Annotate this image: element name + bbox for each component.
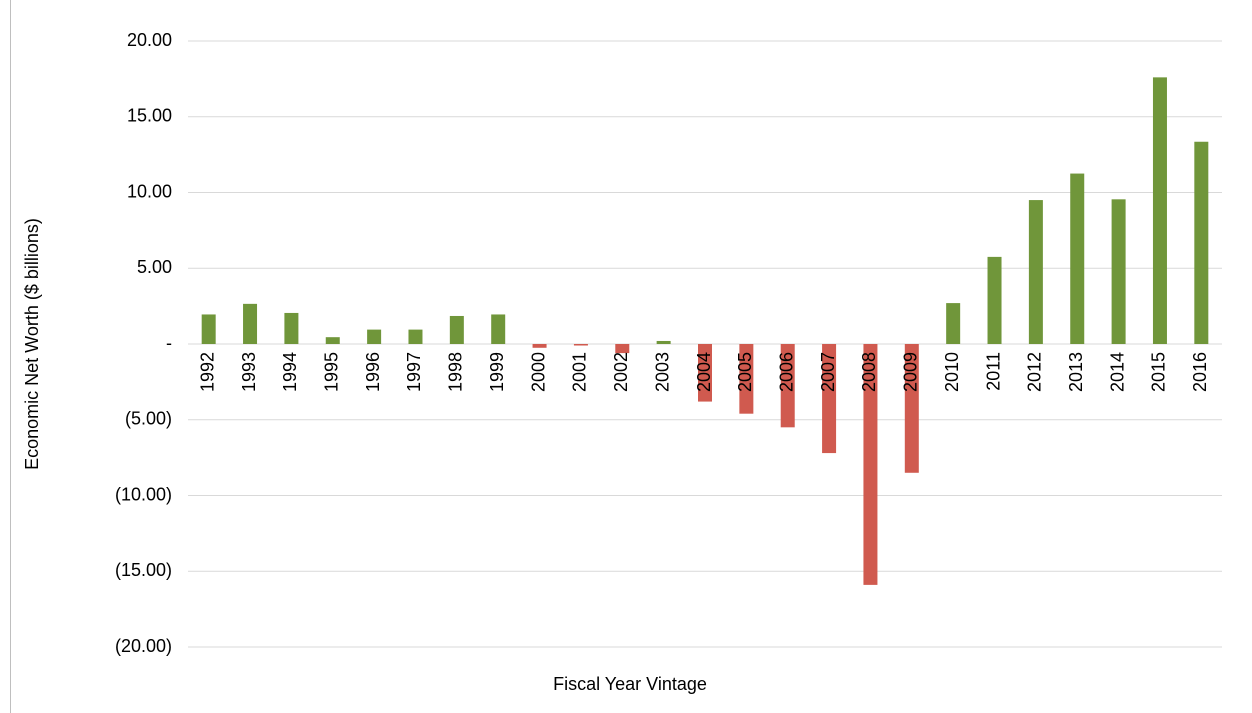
x-tick-label: 2000 — [528, 352, 548, 392]
bar — [904, 344, 919, 473]
y-tick-label: 10.00 — [127, 181, 172, 201]
x-axis-label: Fiscal Year Vintage — [553, 674, 707, 694]
bar — [1111, 199, 1126, 344]
bar — [1194, 141, 1209, 344]
bar — [284, 312, 299, 344]
y-tick-label: 15.00 — [127, 106, 172, 126]
bar — [987, 256, 1002, 344]
bar — [325, 337, 340, 344]
bar — [408, 329, 423, 344]
bar — [615, 344, 630, 354]
bar — [739, 344, 754, 414]
y-tick-label: 20.00 — [127, 30, 172, 50]
x-tick-label: 2015 — [1149, 352, 1169, 392]
bar — [573, 344, 588, 346]
x-tick-label: 2006 — [776, 352, 796, 392]
y-tick-label: 5.00 — [137, 257, 172, 277]
x-tick-label: 2002 — [611, 352, 631, 392]
y-axis-label: Economic Net Worth ($ billions) — [22, 218, 42, 470]
bar — [946, 303, 961, 344]
bar — [780, 344, 795, 428]
x-tick-label: 2003 — [652, 352, 672, 392]
x-tick-label: 2013 — [1066, 352, 1086, 392]
x-tick-label: 2012 — [1025, 352, 1045, 392]
y-tick-label: (20.00) — [115, 636, 172, 656]
bar — [1028, 200, 1043, 344]
x-tick-label: 1998 — [446, 352, 466, 392]
bar — [863, 344, 878, 585]
y-tick-label: (15.00) — [115, 560, 172, 580]
x-tick-label: 1995 — [322, 352, 342, 392]
x-tick-label: 1996 — [363, 352, 383, 392]
bar — [367, 329, 382, 344]
x-tick-label: 2016 — [1190, 352, 1210, 392]
x-tick-label: 1997 — [404, 352, 424, 392]
bar — [243, 303, 258, 344]
y-tick-label: - — [166, 333, 172, 353]
x-tick-label: 2008 — [859, 352, 879, 392]
x-tick-label: 2004 — [694, 352, 714, 392]
x-tick-label: 1992 — [197, 352, 217, 392]
bar — [822, 344, 837, 454]
y-tick-label: (10.00) — [115, 484, 172, 504]
x-tick-label: 2005 — [735, 352, 755, 392]
x-tick-label: 1994 — [280, 352, 300, 392]
x-tick-label: 2009 — [901, 352, 921, 392]
x-tick-label: 1993 — [239, 352, 259, 392]
x-tick-label: 2011 — [983, 352, 1003, 391]
bar — [656, 340, 671, 344]
bar — [449, 315, 464, 344]
x-tick-label: 2014 — [1107, 352, 1127, 392]
bar — [532, 344, 547, 348]
y-tick-label: (5.00) — [125, 409, 172, 429]
bar — [201, 314, 216, 344]
x-tick-label: 2001 — [570, 352, 590, 392]
bar — [1152, 77, 1167, 345]
x-tick-label: 1999 — [487, 352, 507, 392]
bar — [698, 344, 712, 402]
x-tick-label: 2010 — [942, 352, 962, 392]
x-tick-label: 2007 — [818, 352, 838, 392]
bar — [1070, 173, 1085, 344]
bar — [491, 314, 506, 344]
